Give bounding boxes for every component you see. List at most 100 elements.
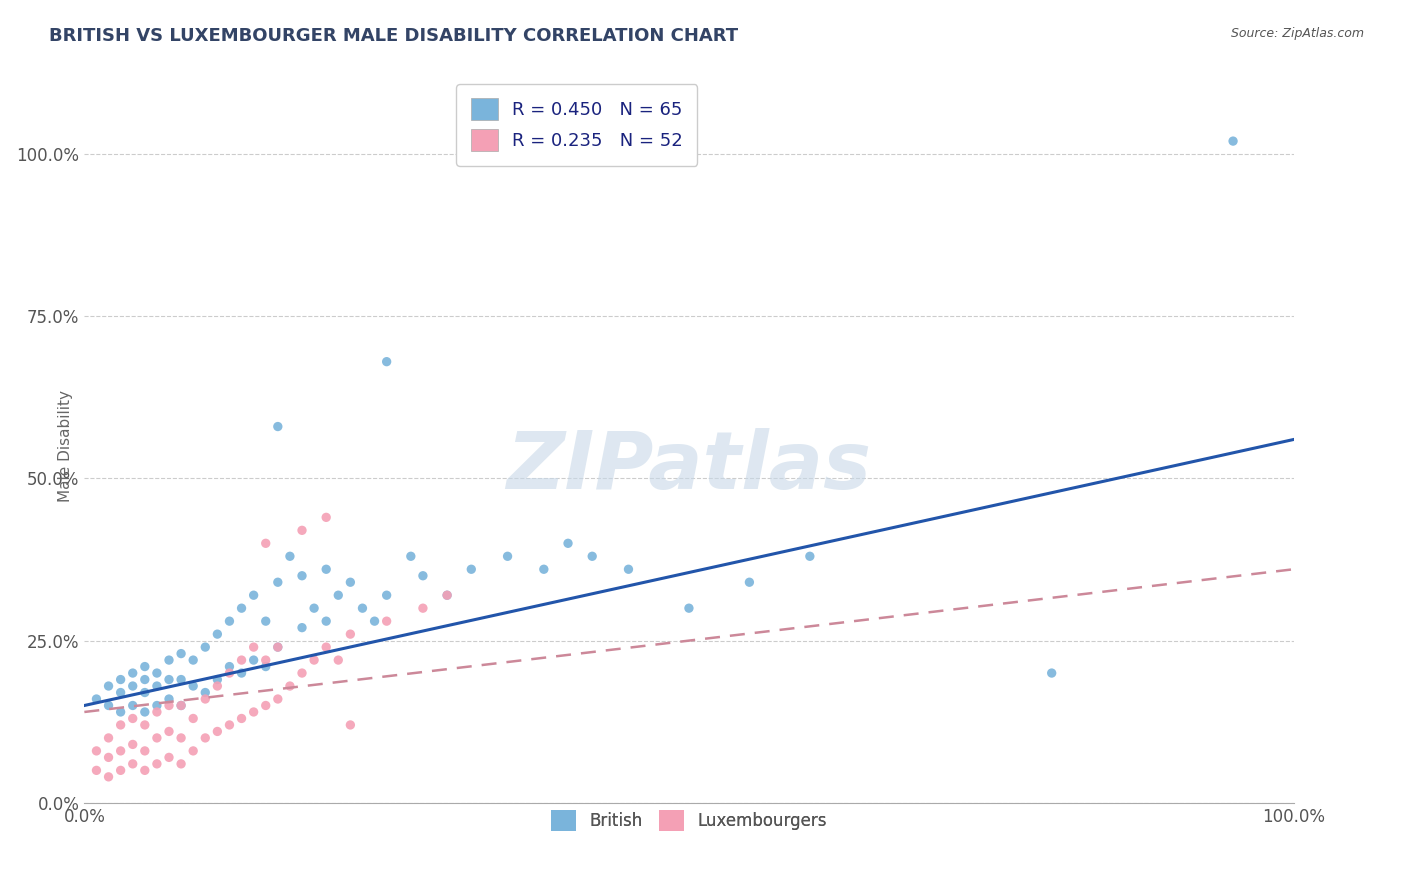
Point bbox=[231, 666, 253, 681]
Point bbox=[194, 685, 217, 699]
Point bbox=[496, 549, 519, 564]
Point bbox=[363, 614, 385, 628]
Point bbox=[242, 588, 264, 602]
Point bbox=[267, 640, 290, 654]
Point bbox=[291, 568, 314, 582]
Point bbox=[207, 679, 229, 693]
Point bbox=[436, 588, 458, 602]
Point bbox=[436, 588, 458, 602]
Point bbox=[291, 621, 314, 635]
Point bbox=[267, 419, 290, 434]
Point bbox=[254, 536, 277, 550]
Point bbox=[218, 718, 240, 732]
Point bbox=[194, 692, 217, 706]
Point bbox=[412, 568, 434, 582]
Text: Source: ZipAtlas.com: Source: ZipAtlas.com bbox=[1230, 27, 1364, 40]
Point bbox=[170, 698, 193, 713]
Point bbox=[339, 627, 361, 641]
Point bbox=[738, 575, 761, 590]
Point bbox=[799, 549, 821, 564]
Point bbox=[375, 614, 398, 628]
Point bbox=[328, 653, 350, 667]
Point bbox=[146, 666, 169, 681]
Point bbox=[121, 756, 143, 771]
Point bbox=[134, 685, 156, 699]
Point bbox=[278, 549, 301, 564]
Point bbox=[146, 705, 169, 719]
Point bbox=[170, 698, 193, 713]
Point bbox=[315, 614, 337, 628]
Point bbox=[194, 640, 217, 654]
Point bbox=[242, 653, 264, 667]
Point bbox=[181, 653, 204, 667]
Point bbox=[399, 549, 422, 564]
Point bbox=[242, 640, 264, 654]
Point bbox=[231, 601, 253, 615]
Point bbox=[581, 549, 603, 564]
Point bbox=[267, 692, 290, 706]
Point bbox=[97, 770, 120, 784]
Point bbox=[218, 614, 240, 628]
Point bbox=[231, 653, 253, 667]
Point bbox=[157, 653, 180, 667]
Point bbox=[134, 718, 156, 732]
Point bbox=[134, 744, 156, 758]
Point bbox=[134, 764, 156, 778]
Point bbox=[339, 718, 361, 732]
Point bbox=[134, 673, 156, 687]
Point bbox=[460, 562, 482, 576]
Point bbox=[242, 705, 264, 719]
Point bbox=[328, 588, 350, 602]
Point bbox=[86, 764, 108, 778]
Point bbox=[315, 510, 337, 524]
Point bbox=[97, 750, 120, 764]
Point bbox=[170, 647, 193, 661]
Point bbox=[267, 640, 290, 654]
Point bbox=[254, 653, 277, 667]
Point bbox=[339, 575, 361, 590]
Point bbox=[412, 601, 434, 615]
Point bbox=[86, 692, 108, 706]
Point bbox=[134, 659, 156, 673]
Point bbox=[170, 756, 193, 771]
Point bbox=[533, 562, 555, 576]
Point bbox=[375, 588, 398, 602]
Point bbox=[110, 718, 132, 732]
Point bbox=[207, 724, 229, 739]
Point bbox=[352, 601, 374, 615]
Text: BRITISH VS LUXEMBOURGER MALE DISABILITY CORRELATION CHART: BRITISH VS LUXEMBOURGER MALE DISABILITY … bbox=[49, 27, 738, 45]
Legend: British, Luxembourgers: British, Luxembourgers bbox=[544, 804, 834, 838]
Point bbox=[218, 659, 240, 673]
Point bbox=[291, 524, 314, 538]
Text: ZIPatlas: ZIPatlas bbox=[506, 428, 872, 507]
Point bbox=[302, 653, 325, 667]
Point bbox=[291, 666, 314, 681]
Point bbox=[170, 673, 193, 687]
Point bbox=[121, 666, 143, 681]
Point bbox=[181, 744, 204, 758]
Point bbox=[146, 756, 169, 771]
Point bbox=[110, 764, 132, 778]
Point bbox=[1222, 134, 1244, 148]
Point bbox=[194, 731, 217, 745]
Point bbox=[157, 750, 180, 764]
Point bbox=[267, 575, 290, 590]
Point bbox=[170, 731, 193, 745]
Point bbox=[157, 724, 180, 739]
Point bbox=[278, 679, 301, 693]
Point bbox=[207, 627, 229, 641]
Point bbox=[181, 711, 204, 725]
Point bbox=[146, 698, 169, 713]
Point bbox=[157, 673, 180, 687]
Point bbox=[121, 679, 143, 693]
Point bbox=[121, 711, 143, 725]
Point bbox=[375, 354, 398, 368]
Point bbox=[110, 744, 132, 758]
Point bbox=[617, 562, 640, 576]
Point bbox=[110, 685, 132, 699]
Point bbox=[146, 731, 169, 745]
Point bbox=[134, 705, 156, 719]
Point bbox=[121, 698, 143, 713]
Point bbox=[97, 679, 120, 693]
Point bbox=[97, 731, 120, 745]
